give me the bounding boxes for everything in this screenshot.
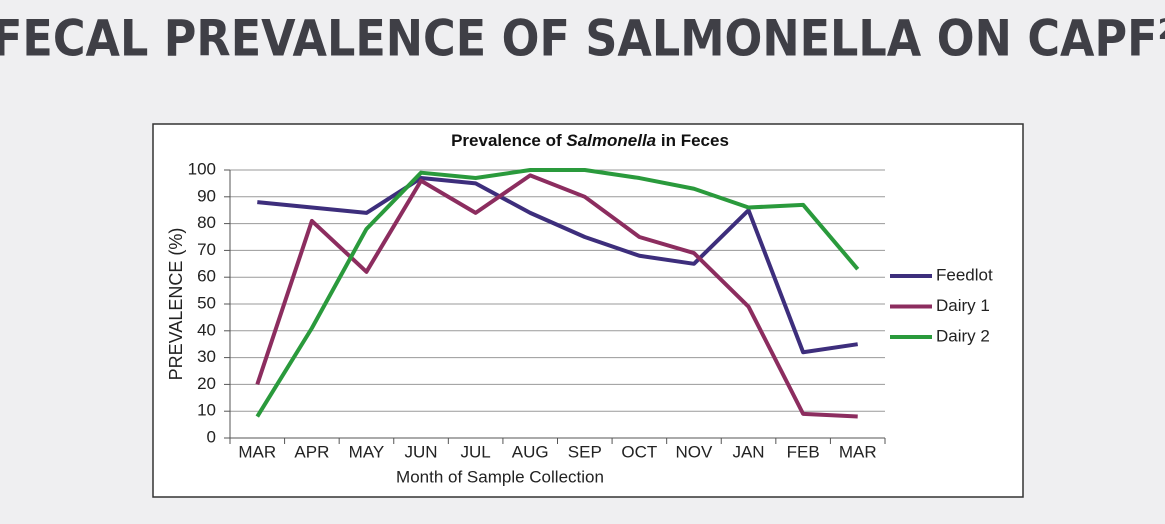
legend-label: Feedlot (936, 265, 993, 284)
x-tick-label: JUN (405, 442, 438, 461)
legend-label: Dairy 2 (936, 326, 990, 345)
y-tick-label: 0 (207, 427, 216, 446)
x-tick-label: APR (294, 442, 329, 461)
y-tick-label: 20 (197, 374, 216, 393)
chart-frame (152, 123, 1024, 498)
slide-title: FECAL PREVALENCE OF SALMONELLA ON CAPF² (0, 10, 1165, 68)
x-tick-label: FEB (787, 442, 820, 461)
y-tick-label: 50 (197, 293, 216, 312)
x-tick-label: NOV (676, 442, 714, 461)
y-axis-label: PREVALENCE (%) (166, 228, 186, 381)
y-tick-label: 70 (197, 240, 216, 259)
y-tick-label: 10 (197, 401, 216, 420)
y-tick-label: 90 (197, 186, 216, 205)
y-tick-label: 40 (197, 320, 216, 339)
chart-title-part: in Feces (661, 131, 729, 150)
y-tick-label: 30 (197, 347, 216, 366)
x-tick-label: AUG (512, 442, 549, 461)
series-line (255, 168, 860, 418)
x-tick-label: MAY (349, 442, 385, 461)
chart-title: Prevalence of Salmonella in Feces (451, 131, 729, 150)
legend-label: Dairy 1 (936, 296, 990, 315)
x-tick-label: JUL (461, 442, 491, 461)
chart-title-part: Salmonella (566, 131, 656, 150)
y-tick-label: 60 (197, 267, 216, 286)
x-tick-label: OCT (621, 442, 657, 461)
x-tick-label: SEP (568, 442, 602, 461)
x-axis-label: Month of Sample Collection (396, 467, 604, 486)
y-tick-label: 100 (188, 159, 216, 178)
x-tick-label: JAN (732, 442, 764, 461)
chart-title-part: Prevalence of (451, 131, 562, 150)
x-tick-label: MAR (238, 442, 276, 461)
series-line (257, 176, 858, 355)
x-tick-label: MAR (839, 442, 877, 461)
series-line (255, 173, 858, 419)
y-tick-label: 80 (197, 213, 216, 232)
